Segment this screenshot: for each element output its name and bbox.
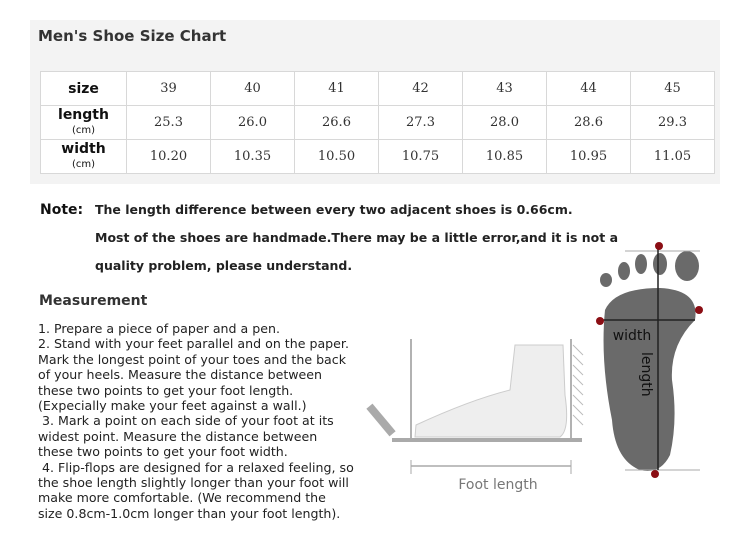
note-line: quality problem, please understand. (95, 258, 353, 273)
row-header: size (40, 71, 127, 106)
table-cell: 25.3 (126, 105, 211, 140)
note-line: The length difference between every two … (95, 202, 573, 217)
table-row: length (cm) 25.3 26.0 26.6 27.3 28.0 28.6 29.3 (40, 105, 715, 140)
table-row: size 39 40 41 42 43 44 45 (40, 71, 715, 106)
measurement-steps: 1. Prepare a piece of paper and a pen. 2… (38, 321, 354, 521)
row-header: width (cm) (40, 139, 127, 174)
table-cell: 28.6 (546, 105, 631, 140)
note-label: Note: (40, 202, 84, 218)
measurement-title: Measurement (39, 293, 148, 309)
note-line: Most of the shoes are handmade.There may… (95, 230, 619, 245)
row-header: length (cm) (40, 105, 127, 140)
width-label: width (613, 328, 652, 344)
table-cell: 27.3 (378, 105, 463, 140)
row-label: length (58, 106, 109, 123)
table-row: width (cm) 10.20 10.35 10.50 10.75 10.85 10.95 1… (40, 139, 715, 174)
chart-title: Men's Shoe Size Chart (38, 27, 227, 45)
table-cell: 29.3 (630, 105, 715, 140)
table-cell: 10.35 (210, 139, 295, 174)
row-label: size (68, 80, 99, 97)
table-cell: 43 (462, 71, 547, 106)
length-label: length (638, 352, 654, 397)
table-cell: 10.20 (126, 139, 211, 174)
table-cell: 10.85 (462, 139, 547, 174)
table-cell: 39 (126, 71, 211, 106)
sole-illustration: width length (596, 242, 703, 478)
table-cell: 10.50 (294, 139, 379, 174)
size-table: size 39 40 41 42 43 44 45 length (cm) 25.3 26.0 26.6… (40, 71, 715, 174)
table-cell: 44 (546, 71, 631, 106)
table-cell: 11.05 (630, 139, 715, 174)
table-cell: 28.0 (462, 105, 547, 140)
row-unit: (cm) (71, 158, 96, 170)
table-cell: 26.0 (210, 105, 295, 140)
side-foot-illustration: Foot length (366, 339, 584, 493)
foot-length-label: Foot length (458, 477, 537, 493)
row-unit: (cm) (71, 124, 96, 136)
table-cell: 10.75 (378, 139, 463, 174)
row-label: width (61, 140, 106, 157)
